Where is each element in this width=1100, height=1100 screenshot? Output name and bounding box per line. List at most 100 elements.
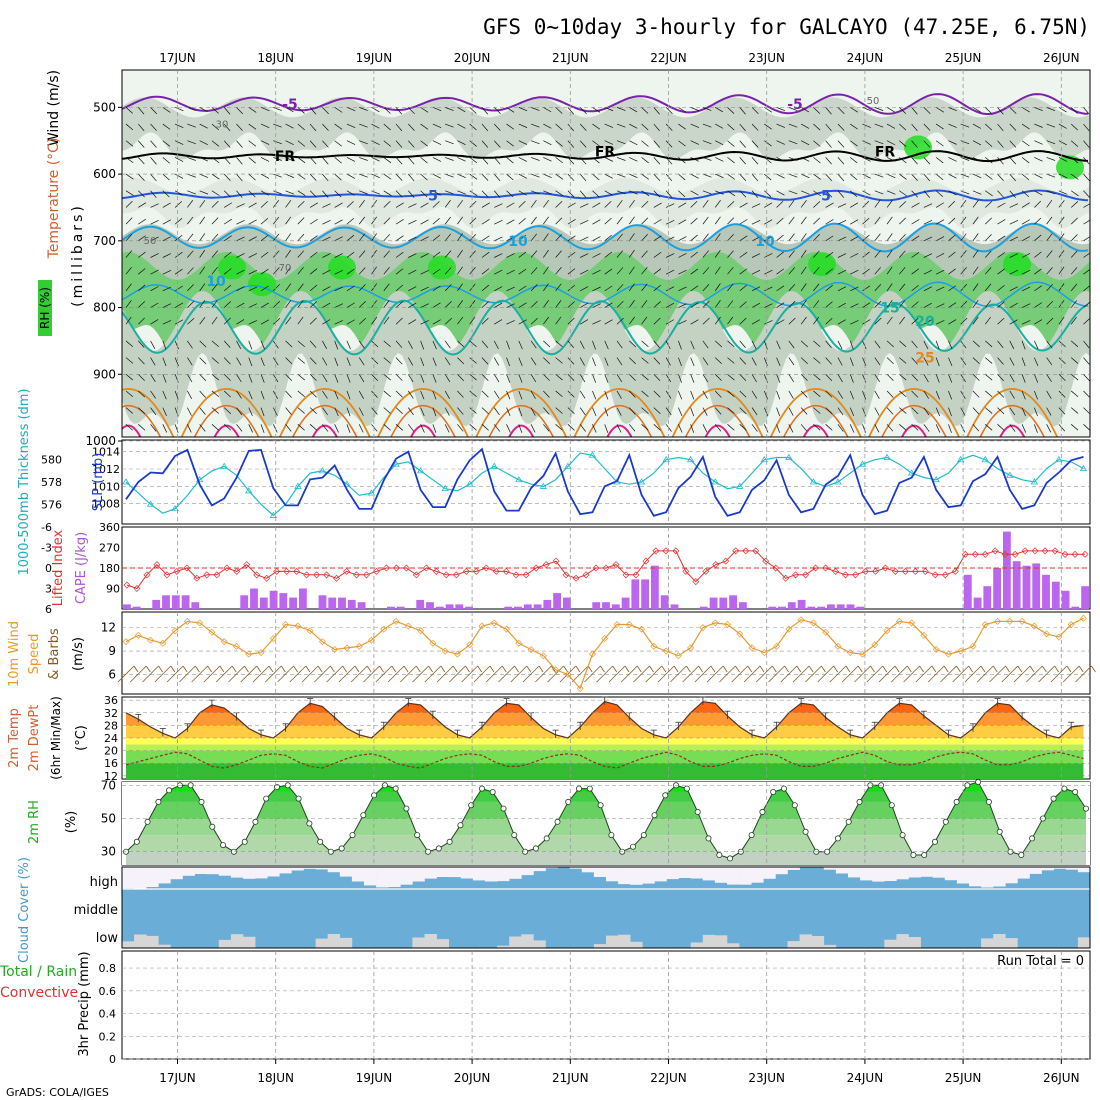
wind-barb <box>813 201 821 208</box>
cape-bar <box>827 604 835 609</box>
wind-barb <box>764 140 772 147</box>
wind-barb <box>567 268 576 275</box>
wind-barb <box>457 390 464 398</box>
cape-bar <box>1042 574 1050 609</box>
wind-barb <box>690 424 695 433</box>
lifted-index-point <box>582 571 590 579</box>
wind-barb <box>481 424 489 431</box>
wind-barb <box>984 250 992 258</box>
cape-bar <box>338 597 346 609</box>
wind-barb <box>309 107 317 115</box>
wind-barb <box>751 340 757 350</box>
wind-barb <box>985 390 993 398</box>
thickness-point <box>515 475 523 483</box>
wind-barb <box>690 319 699 325</box>
wind-barb <box>322 173 329 182</box>
cloud-high-clear <box>497 867 510 882</box>
wind-barb <box>457 266 463 275</box>
wind-barb <box>874 340 881 349</box>
wind-barb <box>555 267 562 275</box>
wind-barb <box>935 219 945 225</box>
wind-barb <box>469 173 478 180</box>
cape-bar <box>817 606 825 609</box>
wind-barb <box>874 407 880 416</box>
wind-tick-label: 9 <box>108 644 116 658</box>
wind-speed-point <box>527 645 535 653</box>
wind-barb <box>1009 340 1015 350</box>
wind-barb <box>838 441 844 448</box>
wind-barb <box>371 233 377 242</box>
wind-barb <box>162 390 167 400</box>
wind-speed-point <box>687 644 695 652</box>
cloud-high-clear <box>1077 867 1091 873</box>
wind-barb <box>727 173 735 180</box>
slp-tick-label: 1010 <box>92 480 120 493</box>
wind-barb <box>555 201 563 208</box>
wind-barb <box>874 190 884 195</box>
rh-point <box>791 802 798 809</box>
wind-barb <box>223 301 232 308</box>
wind-barb <box>469 200 477 208</box>
wind-barb <box>162 173 170 181</box>
wind-barb <box>285 266 292 275</box>
lifted-index-point <box>203 571 211 579</box>
rh-point <box>468 802 475 809</box>
wind-barb <box>776 157 785 162</box>
rh-high-blob <box>1056 155 1084 180</box>
wind-barb <box>555 233 563 242</box>
wind-barb <box>592 441 596 449</box>
wind-barb <box>813 217 821 225</box>
wind-barb <box>383 157 392 164</box>
wind-barb <box>383 233 391 242</box>
wind-barb <box>911 317 919 325</box>
wind-barb <box>358 340 365 349</box>
isotherm-label: -5 <box>787 97 803 113</box>
cape-bar <box>709 597 718 609</box>
wind-barb <box>1070 340 1079 348</box>
wind-barb <box>739 424 747 431</box>
wind-barb <box>616 390 622 399</box>
lifted-index-point <box>263 574 271 582</box>
cape-bar <box>435 606 444 609</box>
cloud-low-clear <box>727 943 740 948</box>
wind-barb <box>911 219 920 225</box>
wind-barb <box>150 140 157 148</box>
wind-barb <box>543 316 550 325</box>
wind-speed-point <box>1030 622 1038 630</box>
wind-barb <box>653 140 660 148</box>
wind-barb <box>359 157 368 161</box>
wind-barb <box>211 173 220 180</box>
lifted-index-point <box>991 547 999 555</box>
pressure-tick-label: 900 <box>93 367 116 381</box>
wind-barb <box>641 217 649 225</box>
wind-barb <box>751 236 761 242</box>
wind-barb-10m-feather <box>894 665 900 673</box>
wind-barb <box>138 441 145 447</box>
wind-barb <box>935 357 940 367</box>
wind-barb <box>408 203 417 208</box>
wind-barb-10m <box>756 665 773 683</box>
wind-barb <box>788 107 798 111</box>
wind-barb <box>223 390 231 398</box>
cloud-high-clear <box>872 867 885 882</box>
wind-barb <box>285 316 292 325</box>
wind-barb <box>886 216 893 225</box>
wind-barb <box>1046 216 1053 225</box>
isotherm-label: 25 <box>915 351 934 367</box>
isotherm-35 <box>311 424 338 437</box>
wind-barb <box>1058 407 1066 415</box>
wind-barb <box>813 157 821 164</box>
wind-barb <box>628 216 635 225</box>
wind-barb <box>187 107 196 111</box>
wind-barb <box>960 250 967 258</box>
day-label-bottom: 18JUN <box>257 1071 294 1085</box>
lifted-index-point <box>861 567 869 575</box>
wind-barb <box>383 266 390 275</box>
lifted-index-point <box>472 567 480 575</box>
wind-panel-frame <box>121 611 1091 695</box>
wind-speed-point <box>650 642 658 650</box>
wind-barb <box>727 217 735 225</box>
wind-barb <box>972 266 979 275</box>
wind-barb <box>641 190 650 197</box>
wind-barb <box>432 140 442 145</box>
